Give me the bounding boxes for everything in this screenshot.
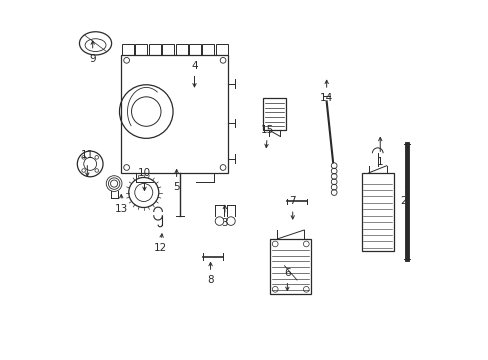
Bar	[135, 44, 147, 55]
Text: 10: 10	[138, 168, 151, 190]
Text: 15: 15	[261, 125, 274, 148]
Text: 13: 13	[114, 195, 128, 213]
Text: 9: 9	[89, 41, 96, 64]
Text: 4: 4	[191, 61, 198, 87]
Bar	[361, 173, 393, 251]
Text: 11: 11	[81, 150, 94, 176]
Text: 7: 7	[289, 197, 295, 219]
Text: 8: 8	[207, 262, 213, 285]
Bar	[148, 44, 161, 55]
Text: 1: 1	[376, 138, 383, 167]
Bar	[188, 44, 201, 55]
Text: 3: 3	[221, 205, 228, 228]
Bar	[263, 98, 285, 130]
Bar	[121, 55, 228, 173]
Bar	[122, 44, 134, 55]
Bar	[270, 239, 311, 294]
Text: 6: 6	[284, 268, 290, 291]
Bar	[215, 44, 227, 55]
Bar	[202, 44, 214, 55]
Text: 2: 2	[399, 184, 408, 206]
Text: 12: 12	[154, 234, 167, 253]
Text: 5: 5	[173, 170, 180, 192]
Bar	[175, 44, 187, 55]
Text: 14: 14	[319, 80, 333, 103]
Bar	[162, 44, 174, 55]
